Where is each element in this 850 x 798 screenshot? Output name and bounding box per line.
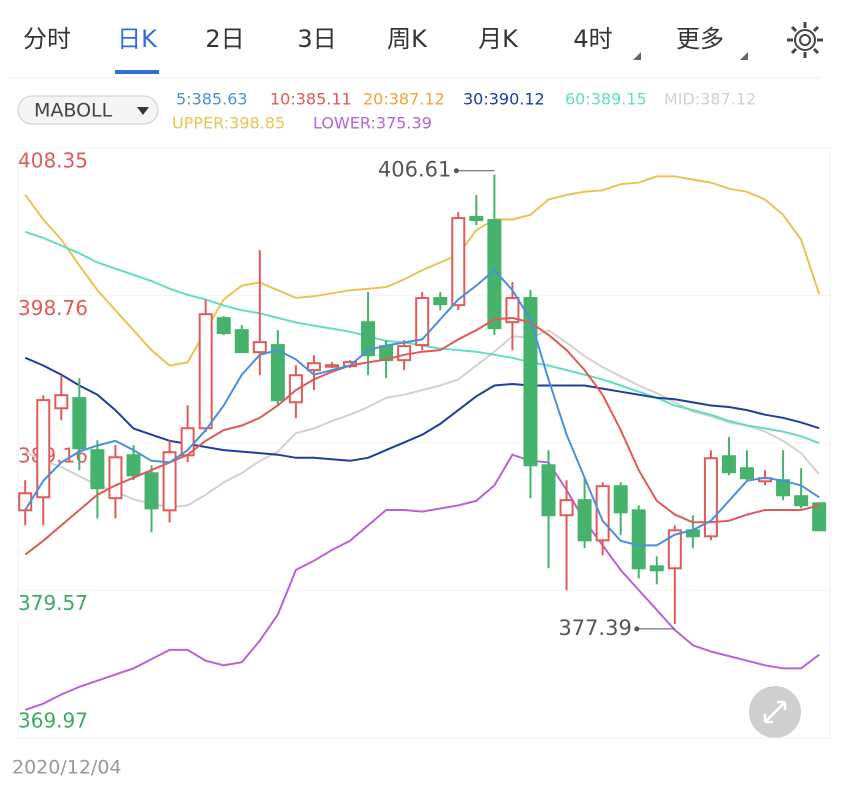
candle-body bbox=[667, 529, 682, 570]
indicator-line bbox=[24, 175, 821, 367]
candle-body bbox=[162, 451, 177, 512]
candle-body bbox=[306, 362, 321, 372]
y-tick-label: 369.97 bbox=[18, 709, 88, 733]
high-label: 406.61 bbox=[378, 158, 451, 182]
indicator-line bbox=[24, 356, 820, 462]
candle-body bbox=[649, 565, 664, 572]
high-marker-dot bbox=[453, 168, 459, 174]
tab[interactable]: 4时 bbox=[573, 25, 612, 53]
candle-body bbox=[469, 216, 484, 222]
expand-arrows[interactable] bbox=[763, 700, 787, 724]
low-marker-dot bbox=[634, 626, 640, 632]
tab[interactable]: 日K bbox=[117, 25, 158, 53]
expand-button[interactable] bbox=[749, 686, 801, 738]
indicator-line bbox=[24, 329, 820, 508]
y-tick-label: 398.76 bbox=[18, 296, 88, 320]
legend-entry: 60:389.15 bbox=[565, 90, 647, 109]
tab[interactable]: 月K bbox=[478, 25, 519, 53]
settings-icon[interactable] bbox=[787, 22, 823, 58]
candle-body bbox=[72, 397, 87, 450]
indicator-selector[interactable] bbox=[17, 95, 159, 125]
selector-label[interactable]: MABOLL bbox=[34, 100, 113, 122]
indicator-line bbox=[24, 453, 820, 711]
candle-body bbox=[144, 472, 159, 510]
y-tick-label: 379.57 bbox=[18, 591, 88, 615]
active-tab-underline bbox=[115, 70, 159, 74]
tab[interactable]: 2日 bbox=[205, 25, 244, 53]
legend-entry: LOWER:375.39 bbox=[313, 114, 432, 133]
candle-body bbox=[415, 297, 430, 347]
candle-body bbox=[198, 313, 213, 430]
candle-body bbox=[451, 217, 466, 307]
candle-body bbox=[703, 457, 718, 538]
legend-entry: 5:385.63 bbox=[176, 90, 248, 109]
candle-body bbox=[270, 344, 285, 402]
candle-body bbox=[54, 394, 69, 410]
legend-entry: MID:387.12 bbox=[664, 90, 756, 109]
candle-body bbox=[613, 485, 628, 514]
candle-body bbox=[288, 374, 303, 404]
indicator-line bbox=[24, 316, 820, 556]
candle-body bbox=[794, 495, 809, 507]
candle-body bbox=[523, 297, 538, 467]
dropdown-arrow bbox=[137, 107, 149, 115]
gear-teeth[interactable] bbox=[787, 22, 823, 58]
candle-body bbox=[36, 399, 51, 499]
legend-entry: 20:387.12 bbox=[363, 90, 445, 109]
low-label: 377.39 bbox=[558, 616, 631, 640]
candle-body bbox=[541, 464, 556, 517]
tab[interactable]: 分时 bbox=[23, 25, 71, 53]
gear-hub[interactable] bbox=[799, 34, 811, 46]
candle-body bbox=[234, 329, 249, 354]
candle-body bbox=[126, 454, 141, 477]
indicator-line bbox=[24, 268, 820, 547]
candle-body bbox=[595, 485, 610, 542]
candle-body bbox=[739, 467, 754, 480]
date-label: 2020/12/04 bbox=[12, 757, 122, 779]
candle-body bbox=[631, 509, 646, 570]
tab[interactable]: 更多 bbox=[676, 25, 724, 53]
candle-body bbox=[252, 341, 267, 354]
candle-body bbox=[721, 455, 736, 474]
candle-body bbox=[216, 317, 231, 335]
legend-entry: 30:390.12 bbox=[463, 90, 545, 109]
candle-body bbox=[324, 364, 339, 368]
candle-body bbox=[559, 499, 574, 517]
candle-body bbox=[108, 456, 123, 500]
tab-corner-arrow bbox=[740, 52, 748, 60]
gear-ring[interactable] bbox=[794, 29, 816, 51]
tab[interactable]: 周K bbox=[387, 25, 428, 53]
candle-body bbox=[505, 297, 520, 324]
candle-body bbox=[361, 321, 376, 357]
candle-body bbox=[812, 502, 827, 532]
y-tick-label: 408.35 bbox=[18, 149, 88, 173]
candle-body bbox=[577, 499, 592, 542]
legend-entry: 10:385.11 bbox=[270, 90, 352, 109]
tab-corner-arrow bbox=[633, 52, 641, 60]
tab[interactable]: 3日 bbox=[297, 25, 336, 53]
candle-body bbox=[433, 297, 448, 306]
legend-entry: UPPER:398.85 bbox=[172, 114, 285, 133]
candle-body bbox=[90, 449, 105, 490]
